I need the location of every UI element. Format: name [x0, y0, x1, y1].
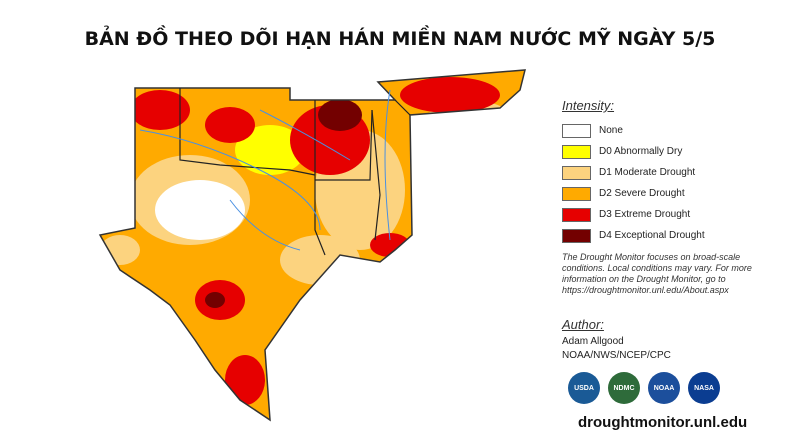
logo: NASA	[688, 372, 720, 404]
logo: NDMC	[608, 372, 640, 404]
legend-swatch	[562, 228, 591, 243]
title: BẢN ĐỒ THEO DÕI HẠN HÁN MIỀN NAM NƯỚC MỸ…	[84, 28, 716, 50]
logos: USDA NDMC NOAA NASA	[568, 372, 720, 404]
author-org: NOAA/NWS/NCEP/CPC	[562, 350, 671, 361]
author-name: Adam Allgood	[562, 336, 624, 347]
author-heading: Author:	[562, 317, 604, 332]
legend-swatch	[562, 207, 591, 222]
rivers	[139, 89, 391, 251]
legend: None D0 Abnormally Dry D1 Moderate Drought…	[562, 120, 705, 246]
legend-label: D0 Abnormally Dry	[599, 146, 683, 157]
legend-item: D2 Severe Drought	[562, 183, 705, 204]
legend-item: None	[562, 120, 705, 141]
url: droughtmonitor.unl.edu	[578, 414, 748, 431]
logo: USDA	[568, 372, 600, 404]
legend-item: D0 Abnormally Dry	[562, 141, 705, 162]
legend-swatch	[562, 123, 591, 138]
legend-label: D1 Moderate Drought	[599, 167, 696, 178]
logo: NOAA	[648, 372, 680, 404]
legend-item: D1 Moderate Drought	[562, 162, 705, 183]
legend-swatch	[562, 144, 591, 159]
legend-label: D4 Exceptional Drought	[599, 230, 705, 241]
legend-swatch	[562, 186, 591, 201]
state-borders	[179, 88, 411, 256]
legend-label: D2 Severe Drought	[599, 188, 685, 199]
legend-label: D3 Extreme Drought	[599, 209, 691, 220]
legend-swatch	[562, 165, 591, 180]
legend-item: D3 Extreme Drought	[562, 204, 705, 225]
legend-item: D4 Exceptional Drought	[562, 225, 705, 246]
legend-label: None	[599, 125, 623, 136]
note: The Drought Monitor focuses on broad-sca…	[562, 252, 752, 295]
drought-map	[98, 69, 526, 422]
legend-heading: Intensity:	[562, 98, 615, 113]
outline	[98, 69, 526, 422]
